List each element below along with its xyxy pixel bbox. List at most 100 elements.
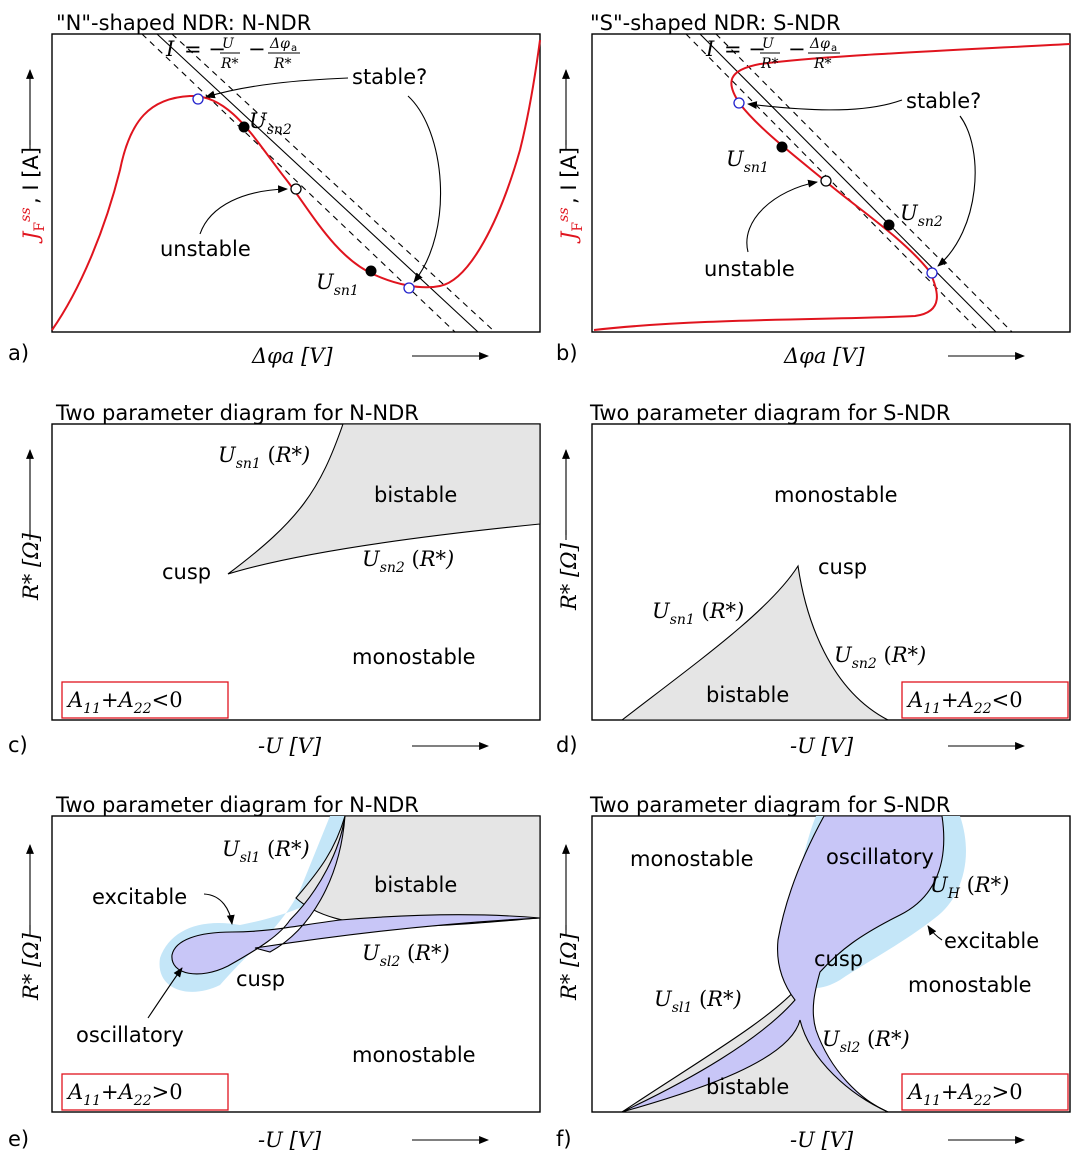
panel-e-title: Two parameter diagram for N-NDR bbox=[55, 793, 419, 817]
svg-text:R* [Ω]: R* [Ω] bbox=[19, 532, 43, 601]
panel-c-bistable-region bbox=[227, 423, 541, 575]
panel-f-ylabel: R* [Ω] bbox=[557, 932, 581, 1001]
panel-e-oscillatory-region bbox=[171, 815, 541, 975]
panel-f-label-bistable: bistable bbox=[706, 1075, 789, 1099]
panel-a-point-usn1 bbox=[365, 265, 377, 277]
panel-b-ylabel: JFss , I [A] bbox=[556, 147, 586, 244]
panel-c-label-monostable: monostable bbox=[352, 645, 476, 669]
panel-a-arrow-stable-upper bbox=[205, 77, 349, 99]
panel-f-label-usl1: Usl1 (R*) bbox=[654, 987, 742, 1016]
panel-d-label-monostable: monostable bbox=[774, 483, 898, 507]
panel-e-label-monostable: monostable bbox=[352, 1043, 476, 1067]
panel-a-ylabel-red: JFss bbox=[18, 207, 48, 244]
panel-a-stable-point-upper bbox=[192, 93, 204, 105]
panel-b-point-usn2 bbox=[883, 219, 895, 231]
panel-d-condition-box bbox=[901, 681, 1069, 719]
svg-text:a: a bbox=[831, 43, 837, 54]
panel-a-title: "N"-shaped NDR: N-NDR bbox=[56, 11, 311, 35]
panel-f-oscillatory-region bbox=[621, 815, 945, 1113]
panel-f-label-excitable: excitable bbox=[944, 929, 1039, 953]
panel-b-point-usn1 bbox=[776, 141, 788, 153]
panel-d-label-bistable: bistable bbox=[706, 683, 789, 707]
panel-d-ylabel: R* [Ω] bbox=[557, 542, 581, 611]
panel-e-label-usl2: Usl2 (R*) bbox=[362, 941, 450, 970]
panel-d-letter: d) bbox=[556, 733, 578, 757]
panel-f-label-oscillatory: oscillatory bbox=[826, 845, 934, 869]
panel-b-label-usn2: Usn2 bbox=[900, 201, 943, 230]
panel-e-label-excitable: excitable bbox=[92, 885, 187, 909]
panel-e-arrow-excitable bbox=[203, 893, 235, 925]
panel-f: Two parameter diagram for S-NDR f) R* [Ω… bbox=[556, 793, 1071, 1152]
svg-text:U: U bbox=[762, 36, 775, 52]
panel-c-title: Two parameter diagram for N-NDR bbox=[55, 401, 419, 425]
panel-b-unstable-point bbox=[820, 175, 832, 187]
panel-b-load-line-formula: I = − U R* − Δφ a R* bbox=[705, 36, 840, 72]
panel-e-frame bbox=[51, 815, 541, 1113]
svg-text:−: − bbox=[788, 37, 806, 61]
panel-e-label-cusp: cusp bbox=[236, 967, 285, 991]
panel-e-arrow-oscillatory bbox=[147, 967, 183, 1019]
panel-c-xlabel: -U [V] bbox=[258, 734, 322, 758]
svg-text:I: I bbox=[705, 37, 715, 61]
svg-text:R*: R* bbox=[273, 56, 292, 72]
panel-a-load-line bbox=[156, 33, 479, 333]
panel-b-load-line-dashed-left bbox=[685, 33, 981, 333]
panel-b: "S"-shaped NDR: S-NDR b) JFss , I [A] Δφ… bbox=[556, 11, 1071, 368]
panel-b-load-line-dashed-right bbox=[715, 33, 1013, 333]
panel-f-condition-box bbox=[901, 1073, 1069, 1111]
panel-e-label-oscillatory: oscillatory bbox=[76, 1023, 184, 1047]
panel-d: Two parameter diagram for S-NDR d) R* [Ω… bbox=[556, 401, 1071, 758]
panel-d-title: Two parameter diagram for S-NDR bbox=[589, 401, 951, 425]
panel-a-arrow-stable-lower bbox=[407, 95, 442, 283]
panel-a-label-usn2: Usn2 bbox=[249, 109, 292, 138]
panel-a-label-stable: stable? bbox=[352, 65, 427, 89]
panel-b-letter: b) bbox=[556, 341, 578, 365]
panel-e-label-usl1: Usl1 (R*) bbox=[222, 837, 310, 866]
panel-c-frame bbox=[51, 423, 541, 721]
svg-text:−: − bbox=[248, 37, 266, 61]
panel-b-arrow-stable-upper bbox=[747, 99, 903, 111]
panel-a-frame bbox=[51, 33, 541, 333]
panel-f-title: Two parameter diagram for S-NDR bbox=[589, 793, 951, 817]
panel-b-title: "S"-shaped NDR: S-NDR bbox=[590, 11, 841, 35]
panel-f-label-monostable-right: monostable bbox=[908, 973, 1032, 997]
svg-text:= −: = − bbox=[724, 37, 766, 61]
panel-c-label-cusp: cusp bbox=[162, 560, 211, 584]
panel-a-unstable-point bbox=[290, 183, 302, 195]
panel-b-arrow-stable-lower bbox=[937, 115, 976, 267]
panel-e-xlabel: -U [V] bbox=[258, 1128, 322, 1152]
panel-e-ylabel: R* [Ω] bbox=[19, 932, 43, 1001]
panel-e: Two parameter diagram for N-NDR e) R* [Ω… bbox=[8, 793, 541, 1152]
panel-b-frame bbox=[591, 33, 1071, 333]
panel-a-load-line-dashed-right bbox=[171, 33, 496, 333]
panel-e-label-bistable: bistable bbox=[374, 873, 457, 897]
panel-b-stable-point-lower bbox=[926, 267, 938, 279]
svg-text:R*: R* bbox=[813, 56, 832, 72]
panel-b-ylabel-red: JFss bbox=[556, 207, 586, 244]
panel-b-load-line bbox=[699, 33, 997, 333]
svg-text:Δφ: Δφ bbox=[269, 36, 290, 52]
panel-e-letter: e) bbox=[8, 1127, 29, 1151]
panel-b-ylabel-rest: , I [A] bbox=[557, 147, 581, 204]
panel-c-label-usn1: Usn1 (R*) bbox=[218, 443, 310, 472]
svg-text:R* [Ω]: R* [Ω] bbox=[557, 932, 581, 1001]
svg-text:Δφ: Δφ bbox=[809, 36, 830, 52]
panel-c-label-bistable: bistable bbox=[374, 483, 457, 507]
panel-c-ylabel: R* [Ω] bbox=[19, 532, 43, 601]
panel-d-label-usn2: Usn2 (R*) bbox=[834, 643, 926, 672]
panel-a-letter: a) bbox=[8, 341, 29, 365]
panel-a-label-unstable: unstable bbox=[160, 237, 251, 261]
panel-a-arrow-unstable bbox=[199, 185, 288, 235]
panel-f-label-monostable-left: monostable bbox=[630, 847, 754, 871]
panel-a-stable-point-lower bbox=[403, 282, 415, 294]
svg-text:U: U bbox=[222, 36, 235, 52]
panel-c: Two parameter diagram for N-NDR c) R* [Ω… bbox=[8, 401, 541, 758]
panel-b-label-unstable: unstable bbox=[704, 257, 795, 281]
panel-b-characteristic-curve bbox=[593, 43, 1071, 331]
panel-c-label-usn2: Usn2 (R*) bbox=[362, 547, 454, 576]
panel-a-ylabel: JFss , I [A] bbox=[18, 147, 48, 244]
svg-text:R* [Ω]: R* [Ω] bbox=[557, 542, 581, 611]
panel-d-label-cusp: cusp bbox=[818, 555, 867, 579]
svg-text:a: a bbox=[291, 43, 297, 54]
